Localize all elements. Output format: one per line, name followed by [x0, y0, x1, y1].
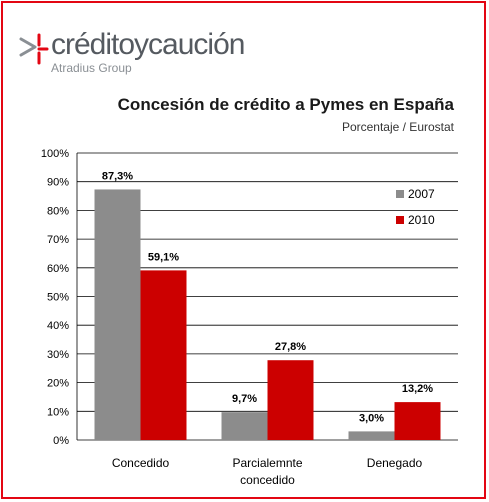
y-tick-label: 50%	[47, 292, 69, 304]
legend-swatch-2007	[396, 190, 404, 198]
logo-arrow-icon	[19, 33, 49, 65]
data-label: 59,1%	[148, 251, 179, 263]
y-tick-label: 100%	[41, 148, 69, 160]
chart-title: Concesión de crédito a Pymes en España	[117, 95, 454, 114]
y-tick-label: 60%	[47, 263, 69, 275]
bar-2010	[267, 360, 314, 440]
logo-name: créditoycaución	[51, 28, 245, 61]
data-label: 9,7%	[232, 393, 257, 405]
x-category-label: Parcialemnte	[232, 456, 302, 470]
brand-logo: créditoycaución Atradius Group	[17, 25, 257, 77]
bar-2007	[94, 189, 141, 440]
bar-2010	[140, 270, 187, 440]
x-category-label: concedido	[240, 473, 295, 487]
data-label: 13,2%	[402, 383, 433, 395]
logo-subtitle: Atradius Group	[51, 61, 132, 75]
y-tick-label: 20%	[47, 378, 69, 390]
y-tick-label: 40%	[47, 320, 69, 332]
y-tick-label: 0%	[53, 435, 69, 447]
chart-subtitle: Porcentaje / Eurostat	[341, 120, 454, 134]
y-tick-label: 10%	[47, 406, 69, 418]
bar-2010	[394, 402, 441, 440]
y-tick-label: 90%	[47, 177, 69, 189]
y-tick-label: 70%	[47, 234, 69, 246]
x-category-label: Denegado	[367, 456, 423, 470]
legend-label-2010: 2010	[408, 213, 435, 227]
bar-2007	[348, 431, 395, 440]
legend-swatch-2010	[396, 216, 404, 224]
data-label: 27,8%	[275, 341, 306, 353]
y-tick-label: 80%	[47, 205, 69, 217]
legend-label-2007: 2007	[408, 187, 435, 201]
data-label: 3,0%	[359, 412, 384, 424]
x-category-label: Concedido	[112, 456, 170, 470]
data-label: 87,3%	[102, 170, 133, 182]
y-tick-label: 30%	[47, 349, 69, 361]
bar-2007	[221, 412, 268, 440]
